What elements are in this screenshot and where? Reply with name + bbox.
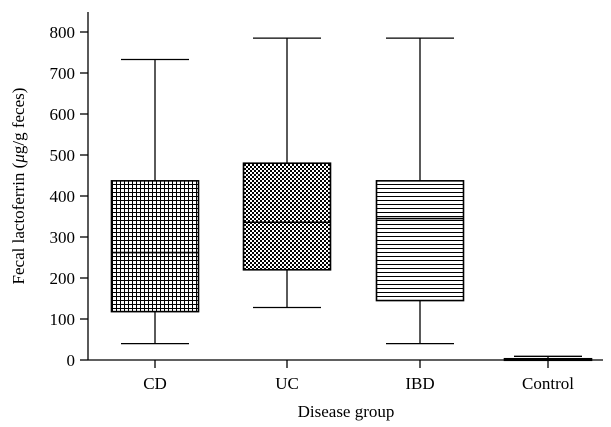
- y-axis-ticks: 0 100 200 300 400 500 600 700 800: [50, 23, 88, 370]
- y-tick-label: 500: [50, 146, 76, 165]
- iqr-box: [110, 180, 200, 313]
- box-cd: [110, 58, 200, 345]
- x-axis-ticks: CD UC IBD Control: [143, 360, 574, 393]
- iqr-box: [375, 180, 465, 302]
- x-axis-title: Disease group: [298, 402, 395, 421]
- y-axis-title-suffix: g/g feces): [9, 88, 28, 155]
- x-tick-label: IBD: [405, 374, 434, 393]
- y-axis-title-prefix: Fecal lactoferrin (: [9, 162, 28, 284]
- y-tick-label: 200: [50, 269, 76, 288]
- x-tick-label: UC: [275, 374, 299, 393]
- boxes-group: [110, 37, 593, 362]
- x-tick-label: Control: [522, 374, 574, 393]
- box-control: [503, 355, 593, 362]
- y-tick-label: 300: [50, 228, 76, 247]
- y-tick-label: 800: [50, 23, 76, 42]
- x-tick-label: CD: [143, 374, 167, 393]
- y-tick-label: 100: [50, 310, 76, 329]
- y-tick-label: 0: [67, 351, 76, 370]
- y-axis-title-mu: μ: [9, 154, 28, 164]
- y-axis-title: Fecal lactoferrin (μg/g feces): [9, 88, 28, 285]
- box-uc: [242, 37, 332, 309]
- y-tick-label: 400: [50, 187, 76, 206]
- y-tick-label: 700: [50, 64, 76, 83]
- iqr-box: [242, 162, 332, 271]
- y-tick-label: 600: [50, 105, 76, 124]
- box-ibd: [375, 37, 465, 345]
